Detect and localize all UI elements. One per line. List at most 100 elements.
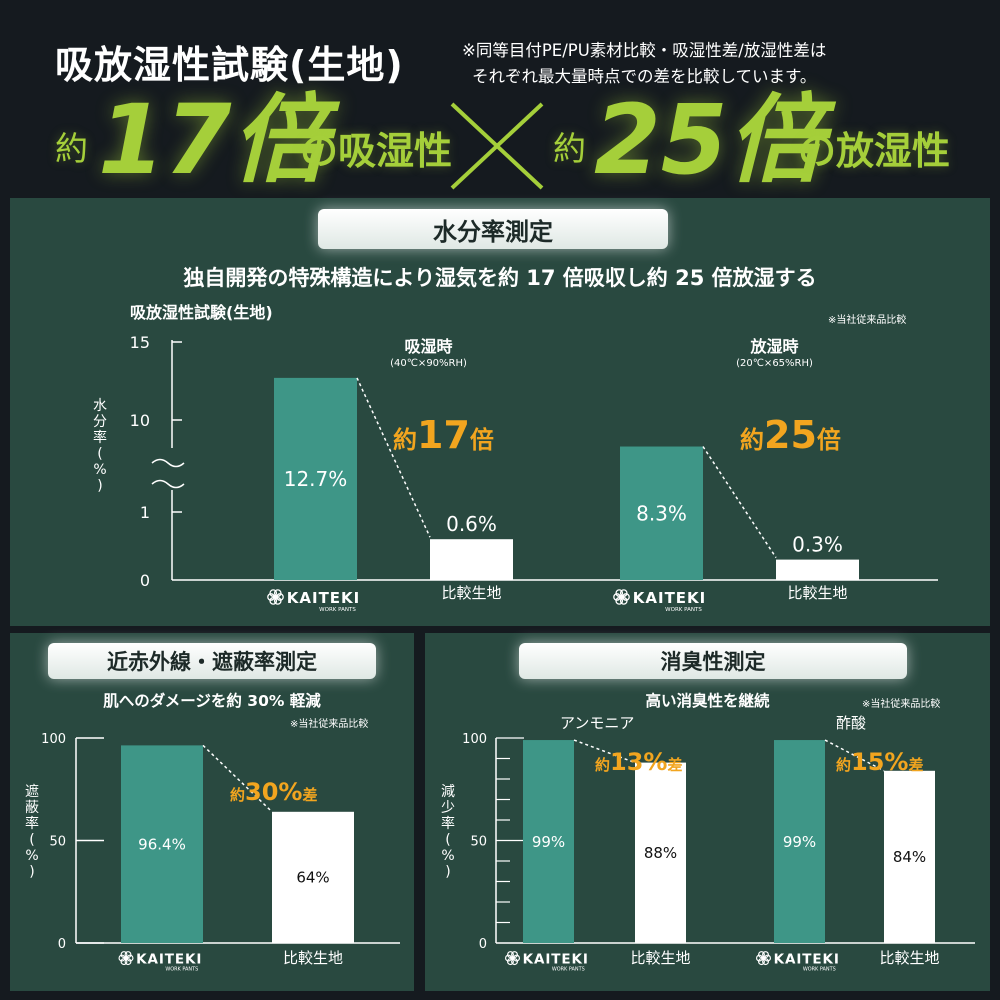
flower-center <box>619 594 624 600</box>
connector-line <box>824 739 885 772</box>
bar-comparison <box>430 539 513 580</box>
y-tick-label: 50 <box>470 835 487 850</box>
petal <box>507 958 514 966</box>
flower-icon <box>267 589 284 605</box>
brand-tagline: WORK PANTS <box>665 607 702 613</box>
y-label-char: 少 <box>441 800 455 816</box>
petal <box>758 958 765 966</box>
petal <box>124 951 132 959</box>
y-label-char: 分 <box>93 414 107 430</box>
petal <box>762 951 769 959</box>
x-tick-label: 比較生地 <box>787 584 847 602</box>
connector-line <box>356 377 431 538</box>
connector-line <box>573 739 636 764</box>
y-tick-label: 100 <box>41 732 66 747</box>
flower-center <box>124 956 128 961</box>
brand-tagline: WORK PANTS <box>552 967 585 973</box>
brand-name: KAITEKI <box>523 952 589 968</box>
bar-value-label: 96.4% <box>138 835 186 853</box>
axis-break-icon <box>151 458 185 489</box>
petal <box>511 958 518 966</box>
hero-right-prefix: 約 <box>553 129 586 168</box>
hero-left-value: 17倍 <box>98 84 328 196</box>
bar-comparison <box>776 559 859 580</box>
group-label: 吸湿時 <box>404 337 452 356</box>
y-label-char: 率 <box>25 815 39 832</box>
hero-right-suffix: の放湿性 <box>798 129 951 173</box>
brand-tagline: WORK PANTS <box>165 967 198 973</box>
y-tick-label: 0 <box>140 571 150 590</box>
y-label-char: ( <box>445 832 450 848</box>
odor-subtitle: 高い消臭性を継続 <box>645 692 770 710</box>
y-tick-label: 0 <box>58 937 66 952</box>
bar-kaiteki <box>774 740 825 943</box>
petal <box>120 958 128 966</box>
petal <box>269 597 278 605</box>
petal <box>120 951 128 959</box>
hero-left-suffix: の吸湿性 <box>300 129 453 173</box>
connector-line <box>202 744 273 813</box>
bar-value-label: 64% <box>296 869 329 887</box>
ratio-label: 約25倍 <box>740 413 841 457</box>
brand-name: KAITEKI <box>287 589 361 607</box>
y-axis-label: 遮蔽率(%) <box>25 784 39 880</box>
break-wave <box>151 458 185 468</box>
ratio-label: 約30%差 <box>230 778 317 806</box>
bar-value-label: 12.7% <box>284 467 348 491</box>
brand-name: KAITEKI <box>774 952 840 968</box>
y-label-char: ) <box>29 864 34 880</box>
ir-subtitle: 肌へのダメージを約 30% 軽減 <box>103 692 321 710</box>
bar-kaiteki <box>121 745 203 943</box>
bar-value-label: 88% <box>644 844 677 862</box>
bar-kaiteki <box>274 377 357 580</box>
bar-comparison <box>635 762 686 943</box>
x-tick-label: 比較生地 <box>283 949 343 967</box>
petal <box>269 589 278 597</box>
petal <box>511 951 518 959</box>
y-label-char: ( <box>29 832 34 848</box>
bar-value-label: 0.3% <box>792 533 843 557</box>
header-note: ※同等目付PE/PU素材比較・吸湿性差/放湿性差は それぞれ最大量時点での差を比… <box>462 38 826 90</box>
bar-kaiteki <box>523 740 574 943</box>
y-axis-label: 水分率(%) <box>93 398 107 494</box>
moisture-subtitle: 独自開発の特殊構造により湿気を約 17 倍吸収し約 25 倍放湿する <box>183 266 817 290</box>
y-tick-label: 50 <box>49 835 66 850</box>
flower-center <box>273 594 278 600</box>
hero-right-value: 25倍 <box>594 84 824 196</box>
y-label-char: 蔽 <box>25 800 39 816</box>
petal <box>615 597 624 605</box>
header-note-line2: それぞれ最大量時点での差を比較しています。 <box>472 67 817 86</box>
y-tick-label: 10 <box>130 411 150 430</box>
bar-value-label: 8.3% <box>636 501 687 525</box>
y-label-char: 遮 <box>25 784 39 800</box>
bar-comparison <box>884 770 935 943</box>
flower-center <box>761 956 766 961</box>
y-label-char: 水 <box>93 398 107 414</box>
flower-icon <box>755 951 772 966</box>
y-label-char: ) <box>97 478 102 494</box>
ir-pill: 近赤外線・遮蔽率測定 <box>48 643 376 679</box>
connector-line <box>702 446 777 559</box>
bar-value-label: 99% <box>783 833 816 851</box>
comparison-note: ※当社従来品比較 <box>862 697 940 710</box>
petal <box>273 597 282 605</box>
y-label-char: ) <box>445 864 450 880</box>
ratio-label: 約13%差 <box>595 748 682 776</box>
petal <box>619 597 628 605</box>
brand-name: KAITEKI <box>136 952 202 968</box>
flower-icon <box>613 589 630 605</box>
bar-comparison <box>272 811 354 943</box>
ratio-label: 約15%差 <box>836 748 923 776</box>
x-tick-label: 比較生地 <box>879 949 939 967</box>
y-label-char: % <box>441 848 454 864</box>
bar-value-label: 0.6% <box>446 512 497 536</box>
bar-value-label: 84% <box>893 848 926 866</box>
flower-icon <box>504 951 521 966</box>
bar-kaiteki <box>620 446 703 580</box>
